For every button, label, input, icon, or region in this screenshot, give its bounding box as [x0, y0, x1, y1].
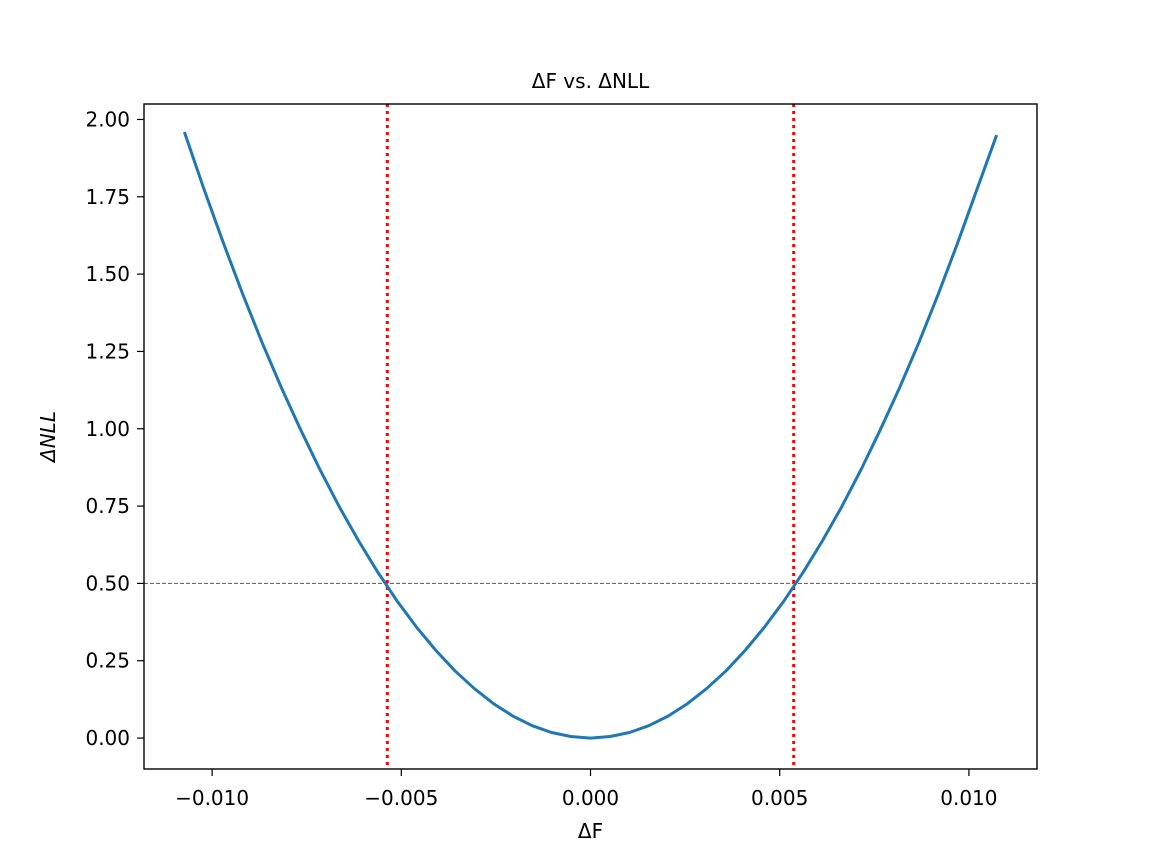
- y-axis-label: ΔNLL: [36, 411, 60, 464]
- y-tick-label: 1.25: [85, 339, 130, 363]
- x-tick-label: 0.010: [940, 786, 997, 810]
- x-tick-label: 0.000: [562, 786, 619, 810]
- y-axis-ticks: 0.00 0.25 0.50 0.75 1.00 1.25 1.50 1.75 2.00: [85, 107, 144, 750]
- y-tick-label: 1.00: [85, 417, 130, 441]
- series-group: [182, 131, 999, 740]
- x-tick-label: −0.010: [175, 786, 249, 810]
- reference-lines: [144, 104, 1037, 769]
- y-tick-label: 1.50: [85, 262, 130, 286]
- y-tick-label: 1.75: [85, 185, 130, 209]
- y-tick-label: 2.00: [85, 107, 130, 131]
- plot-frame: [143, 103, 1038, 770]
- x-axis-label: ΔF: [578, 819, 603, 843]
- y-tick-label: 0.50: [85, 571, 130, 595]
- x-tick-label: −0.005: [364, 786, 438, 810]
- chart-title: ΔF vs. ΔNLL: [532, 69, 650, 93]
- y-tick-label: 0.75: [85, 494, 130, 518]
- x-tick-label: 0.005: [751, 786, 808, 810]
- series-line-0: [182, 131, 999, 740]
- y-tick-label: 0.00: [85, 726, 130, 750]
- x-axis-ticks: −0.010 −0.005 0.000 0.005 0.010: [175, 769, 998, 810]
- y-tick-label: 0.25: [85, 649, 130, 673]
